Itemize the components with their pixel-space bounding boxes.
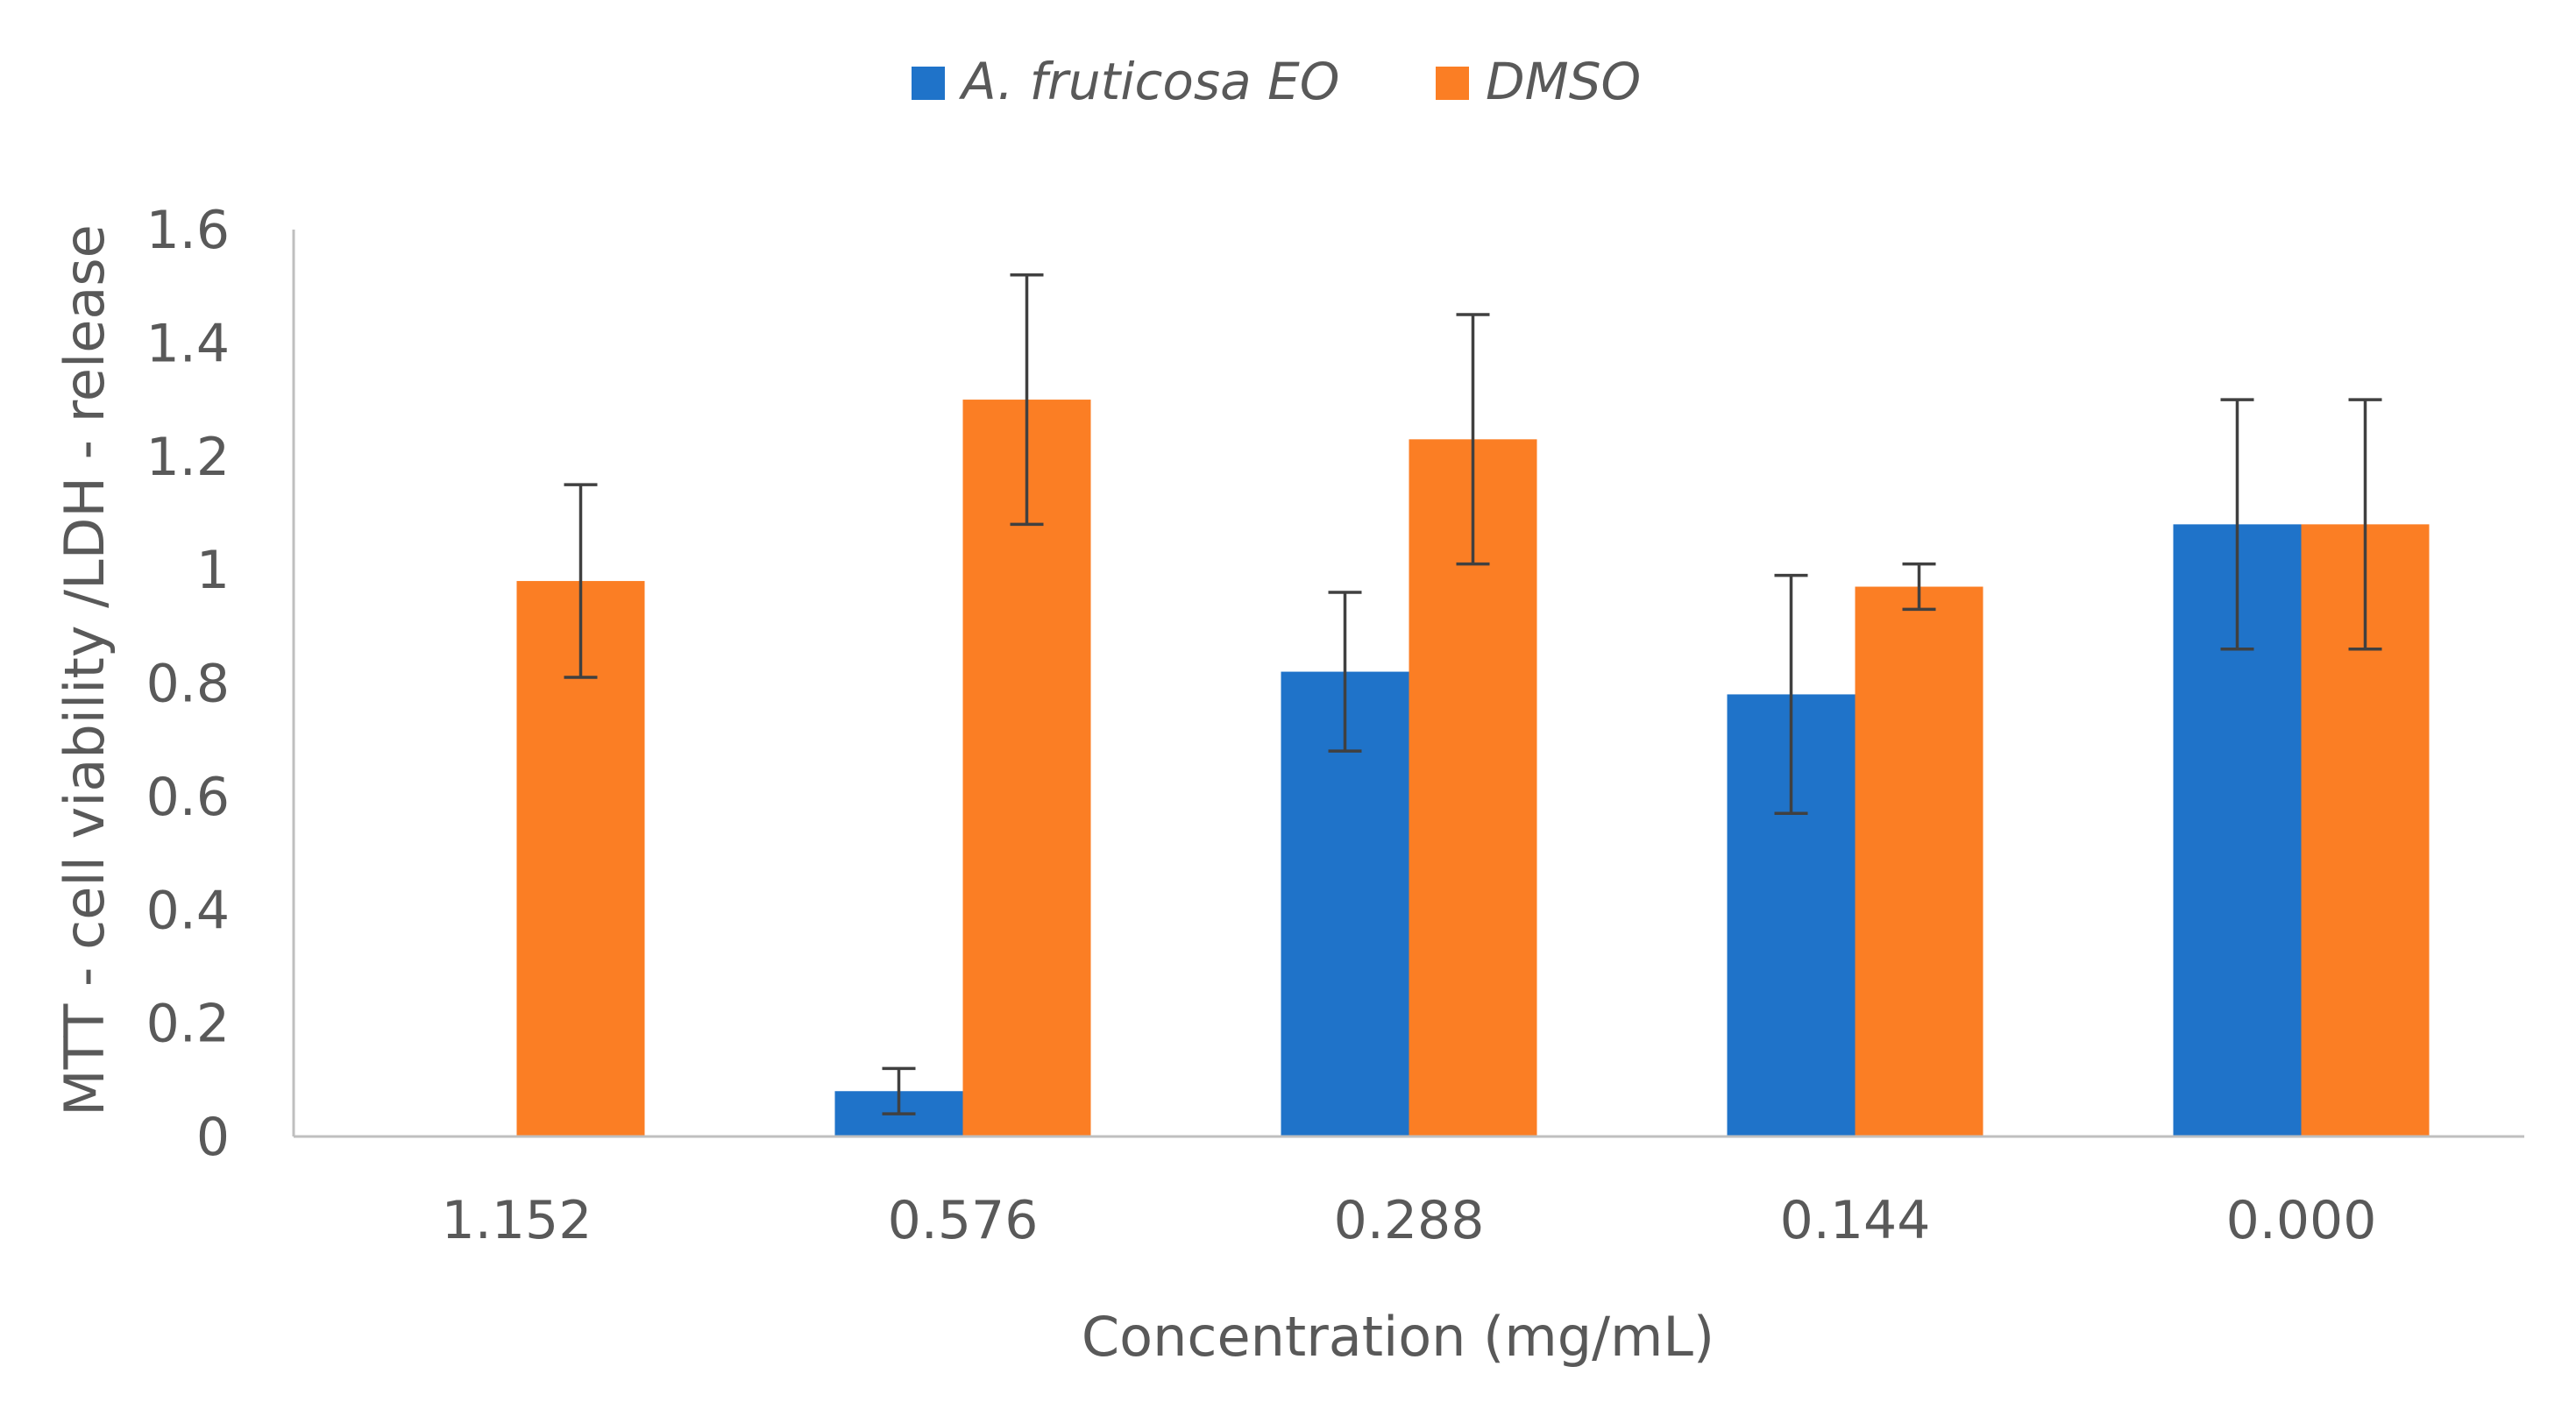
y-tick-label: 0.6 [146, 767, 230, 828]
y-tick-label: 0.4 [146, 880, 230, 941]
y-tick-label: 1 [196, 540, 230, 601]
y-tick-label: 1.6 [146, 200, 230, 261]
y-axis-ticks: 0 0.2 0.4 0.6 0.8 1 1.2 1.4 1.6 [146, 200, 230, 1168]
y-tick-label: 1.4 [146, 313, 230, 374]
x-tick-label: 0.000 [2226, 1190, 2377, 1251]
legend-swatch-a-fruticosa [912, 67, 945, 100]
x-tick-label: 0.576 [888, 1190, 1039, 1251]
legend-label-dmso: DMSO [1486, 52, 1641, 111]
x-axis-title: Concentration (mg/mL) [1082, 1305, 1714, 1369]
legend-swatch-dmso [1436, 67, 1469, 100]
legend-label-a-fruticosa: A. fruticosa EO [958, 52, 1339, 111]
x-axis-ticks: 1.152 0.576 0.288 0.144 0.000 [442, 1190, 2377, 1251]
y-tick-label: 1.2 [146, 427, 230, 488]
y-tick-label: 0.8 [146, 654, 230, 715]
bar-dmso-0.144 [1855, 586, 1983, 1136]
y-axis-title: MTT - cell viability /LDH - release [53, 224, 117, 1116]
x-tick-label: 0.144 [1780, 1190, 1931, 1251]
legend: A. fruticosa EO DMSO [912, 52, 1641, 111]
y-tick-label: 0.2 [146, 994, 230, 1055]
x-tick-label: 0.288 [1334, 1190, 1485, 1251]
y-tick-label: 0 [196, 1107, 230, 1168]
error-bars [564, 273, 2382, 1115]
x-tick-label: 1.152 [442, 1190, 593, 1251]
